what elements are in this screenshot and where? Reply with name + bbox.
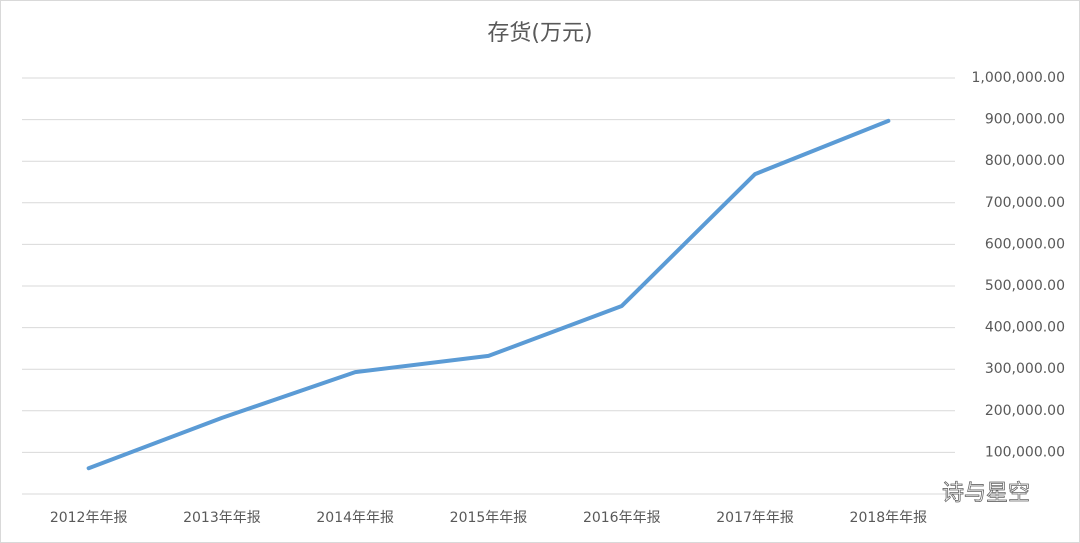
x-tick-label: 2017年年报 [716, 510, 794, 526]
y-tick-label: 600,000.00 [985, 236, 1065, 252]
x-tick-label: 2013年年报 [183, 510, 261, 526]
y-tick-label: 500,000.00 [985, 278, 1065, 294]
y-tick-label: 100,000.00 [985, 444, 1065, 460]
y-tick-label: 200,000.00 [985, 403, 1065, 419]
chart-title: 存货(万元) [487, 21, 592, 46]
x-tick-label: 2014年年报 [316, 510, 394, 526]
y-tick-label: 700,000.00 [985, 195, 1065, 211]
y-tick-label: 800,000.00 [985, 153, 1065, 169]
y-tick-label: 900,000.00 [985, 112, 1065, 128]
x-tick-label: 2015年年报 [450, 510, 528, 526]
x-tick-label: 2016年年报 [583, 510, 661, 526]
x-tick-label: 2018年年报 [850, 510, 928, 526]
data-line [86, 118, 891, 471]
y-tick-label: 1,000,000.00 [971, 70, 1065, 86]
y-tick-label: 300,000.00 [985, 361, 1065, 377]
watermark: 诗与星空 [942, 481, 1030, 506]
x-tick-label: 2012年年报 [50, 510, 128, 526]
y-tick-label: 400,000.00 [985, 320, 1065, 336]
